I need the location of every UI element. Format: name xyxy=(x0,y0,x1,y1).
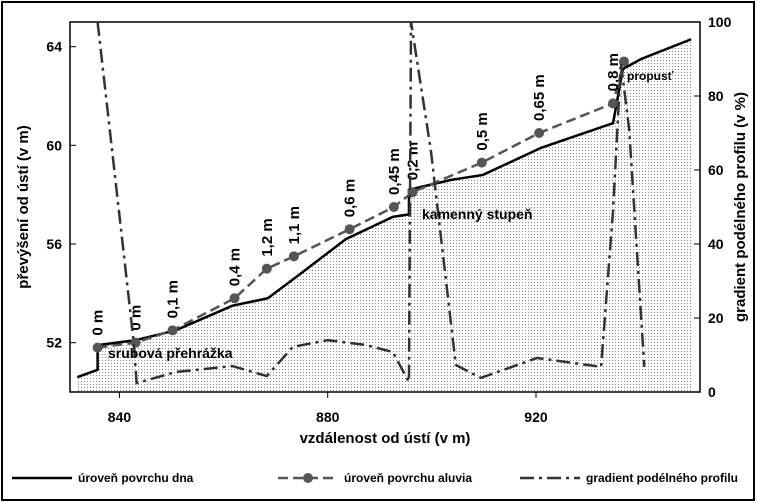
y2-tick-label: 80 xyxy=(708,88,724,104)
marker xyxy=(167,325,178,336)
marker xyxy=(344,224,355,235)
y-axis-title: převýšení od ústí (v m) xyxy=(15,125,32,288)
annotation: srubová přehrážka xyxy=(108,345,233,361)
x-tick-label: 920 xyxy=(524,409,548,425)
point-label: 0,65 m xyxy=(531,74,548,121)
x-tick-label: 880 xyxy=(316,409,340,425)
point-label: 0,8 m xyxy=(605,53,622,91)
point-label: 0,5 m xyxy=(474,112,491,150)
plot-frame xyxy=(69,21,701,393)
point-label: 0,1 m xyxy=(165,280,182,318)
point-label: 0,6 m xyxy=(342,179,359,217)
marker xyxy=(476,157,487,168)
y-tick-label: 60 xyxy=(46,137,62,153)
point-label: 0 m xyxy=(90,310,107,336)
marker xyxy=(288,251,299,262)
annotation: propusť xyxy=(627,69,674,83)
marker xyxy=(229,293,240,304)
marker xyxy=(92,342,103,353)
annotation: kamenný stupeň xyxy=(422,206,532,222)
bed-area xyxy=(77,39,692,393)
x-axis-title: vzdálenost od ústí (v m) xyxy=(300,430,471,447)
point-label: 0,2 m xyxy=(405,142,422,180)
y2-tick-label: 20 xyxy=(708,310,724,326)
y-tick-label: 64 xyxy=(46,39,62,55)
legend-marker xyxy=(303,473,313,483)
marker xyxy=(261,263,272,274)
y-tick-label: 56 xyxy=(46,236,62,252)
legend-label: úroveň povrchu aluvia xyxy=(344,471,472,485)
y2-tick-label: 60 xyxy=(708,162,724,178)
marker xyxy=(388,202,399,212)
marker xyxy=(534,128,545,138)
legend-label: úroveň povrchu dna xyxy=(78,471,194,485)
point-label: 0,4 m xyxy=(227,248,244,286)
y2-axis-title: gradient podélného profilu (v %) xyxy=(732,92,749,322)
point-label: 1,1 m xyxy=(286,206,303,244)
y2-tick-label: 40 xyxy=(708,236,724,252)
point-label: 0,45 m xyxy=(386,148,403,195)
y2-tick-label: 0 xyxy=(708,384,716,400)
x-tick-label: 840 xyxy=(108,409,132,425)
y2-tick-label: 100 xyxy=(708,14,732,30)
marker xyxy=(608,98,619,109)
legend-label: gradient podélného profilu xyxy=(586,471,738,485)
point-label: 1,2 m xyxy=(259,218,276,256)
y-tick-label: 52 xyxy=(46,335,62,351)
